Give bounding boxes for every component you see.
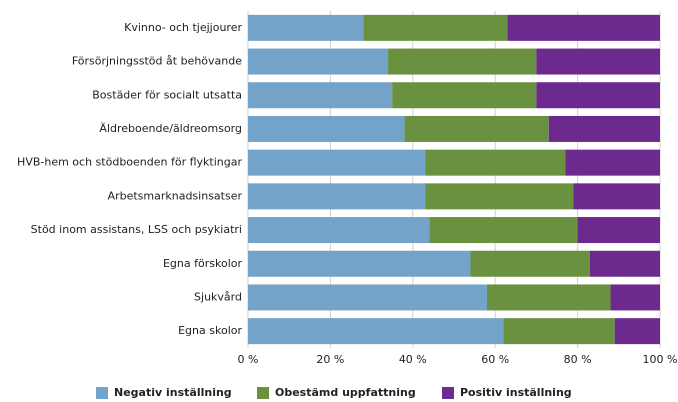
- bar-segment: [425, 183, 574, 210]
- y-tick-label: Försörjningsstöd åt behövande: [72, 55, 242, 68]
- bar-segment: [589, 250, 660, 277]
- y-tick-label: Egna förskolor: [163, 257, 242, 270]
- bar-segment: [248, 149, 426, 176]
- bar-segment: [404, 115, 549, 142]
- x-tick-label: 100 %: [643, 353, 678, 366]
- bar-segment: [486, 284, 611, 311]
- bar-segment: [429, 217, 578, 244]
- bar-segment: [248, 217, 430, 244]
- legend-swatch: [257, 387, 269, 399]
- bar-segment: [363, 14, 508, 41]
- bar-segment: [536, 82, 660, 109]
- bar-segment: [577, 217, 660, 244]
- bar-segment: [610, 284, 660, 311]
- bar-segment: [388, 48, 537, 75]
- legend-label: Negativ inställning: [114, 386, 232, 399]
- bar-segment: [470, 250, 590, 277]
- y-tick-label: Bostäder för socialt utsatta: [92, 88, 242, 101]
- bar-segment: [614, 318, 660, 345]
- bar-segment: [248, 14, 364, 41]
- x-tick-label: 0 %: [238, 353, 259, 366]
- legend-label: Positiv inställning: [460, 386, 572, 399]
- y-tick-label: Stöd inom assistans, LSS och psykiatri: [31, 223, 242, 236]
- y-tick-label: Sjukvård: [194, 290, 242, 303]
- legend-swatch: [96, 387, 108, 399]
- y-tick-label: HVB-hem och stödboenden för flyktingar: [17, 156, 242, 169]
- bar-segment: [425, 149, 566, 176]
- y-tick-label: Egna skolor: [178, 324, 242, 337]
- bar-segment: [248, 115, 405, 142]
- legend-swatch: [442, 387, 454, 399]
- x-tick-label: 20 %: [316, 353, 344, 366]
- y-tick-label: Kvinno- och tjejjourer: [124, 21, 242, 34]
- bar-segment: [248, 250, 471, 277]
- bar-segment: [248, 284, 487, 311]
- bar-segment: [248, 318, 504, 345]
- bar-segment: [573, 183, 660, 210]
- bar-segment: [507, 14, 660, 41]
- bar-segment: [548, 115, 660, 142]
- bar-segment: [248, 82, 393, 109]
- bar-segment: [503, 318, 615, 345]
- x-tick-label: 40 %: [399, 353, 427, 366]
- bar-segment: [565, 149, 660, 176]
- y-tick-label: Arbetsmarknadsinsatser: [108, 189, 243, 202]
- x-tick-label: 60 %: [481, 353, 509, 366]
- bar-segment: [392, 82, 537, 109]
- bar-segment: [536, 48, 660, 75]
- legend-label: Obestämd uppfattning: [275, 386, 416, 399]
- bar-segment: [248, 183, 426, 210]
- bar-segment: [248, 48, 389, 75]
- y-tick-label: Äldreboende/äldreomsorg: [99, 122, 242, 135]
- x-tick-label: 80 %: [564, 353, 592, 366]
